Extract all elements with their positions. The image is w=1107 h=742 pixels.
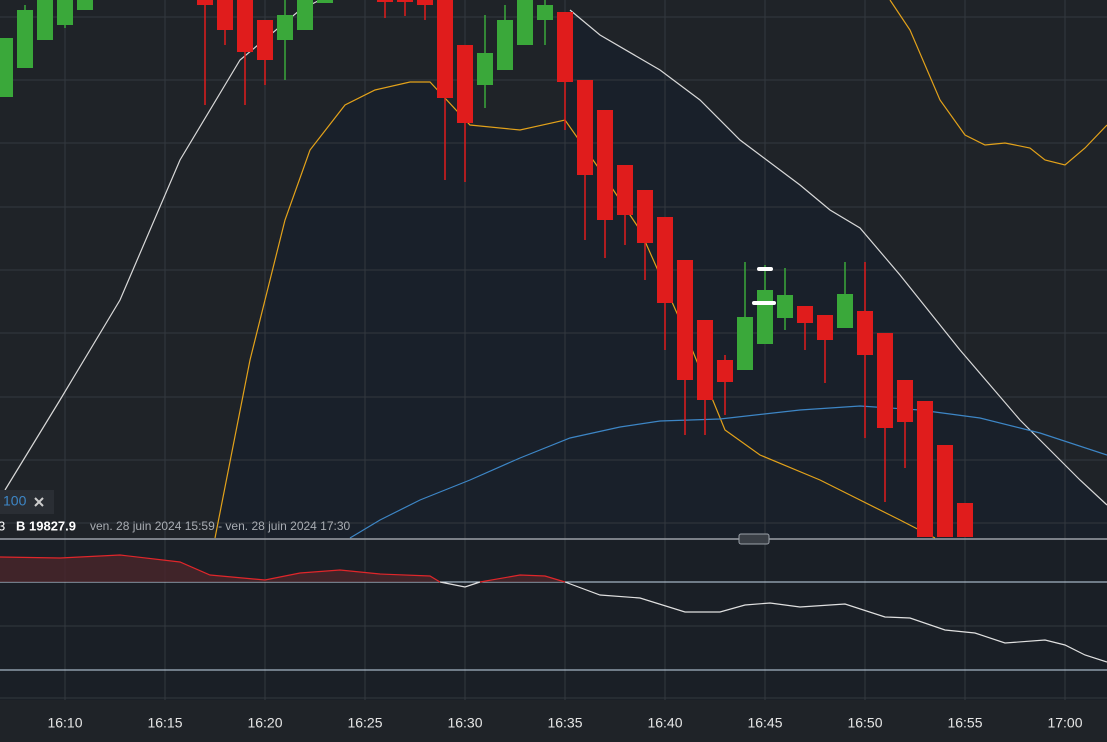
candle-body (817, 315, 833, 340)
candle-body (257, 20, 273, 60)
indicator-line (564, 581, 1107, 663)
range-label: ven. 28 juin 2024 15:59 - ven. 28 juin 2… (90, 519, 351, 533)
indicator-fill (0, 555, 565, 582)
legend-prefix: 3 (0, 518, 5, 533)
candle-body (317, 0, 333, 3)
time-label: 16:40 (647, 715, 682, 731)
candle-body (477, 53, 493, 85)
indicator-line (439, 581, 481, 588)
marker (752, 301, 776, 305)
candle-body (37, 0, 53, 40)
candle-body (237, 0, 253, 52)
candle-body (457, 45, 473, 123)
time-label: 16:15 (147, 715, 182, 731)
candle-body (717, 360, 733, 382)
lower-band (214, 81, 936, 539)
resize-handle[interactable] (738, 533, 770, 545)
candle-body (697, 320, 713, 400)
close-icon[interactable] (34, 497, 44, 507)
candle-body (517, 0, 533, 45)
candle-body (637, 190, 653, 243)
upper-band-orange (889, 0, 1107, 166)
time-label: 16:35 (547, 715, 582, 731)
candle-body (0, 38, 13, 97)
candle-body (557, 12, 573, 82)
time-label: 16:25 (347, 715, 382, 731)
candle-body (577, 80, 593, 175)
candle-body (797, 306, 813, 323)
candle-body (617, 165, 633, 215)
time-label: 16:45 (747, 715, 782, 731)
candle-body (657, 217, 673, 303)
candle-body (17, 10, 33, 68)
candle-body (677, 260, 693, 380)
candle-body (397, 0, 413, 2)
period-label: 100 (3, 493, 27, 509)
candle-body (297, 0, 313, 30)
indicator-line (0, 554, 441, 583)
time-label: 16:30 (447, 715, 482, 731)
candle-body (877, 333, 893, 428)
candle-body (917, 401, 933, 537)
candle-body (197, 0, 213, 5)
candle-body (417, 0, 433, 5)
candle-body (537, 5, 553, 20)
candle-body (377, 0, 393, 2)
candle-body (277, 15, 293, 40)
bid-label: B 19827.9 (16, 518, 76, 533)
indicator-line (479, 574, 566, 583)
candles (0, 0, 973, 537)
candle-body (757, 290, 773, 344)
candle-body (957, 503, 973, 537)
candle-body (77, 0, 93, 10)
time-label: 16:20 (247, 715, 282, 731)
time-label: 16:10 (47, 715, 82, 731)
legend-box (0, 490, 54, 514)
candle-body (857, 311, 873, 355)
candle-body (837, 294, 853, 328)
candle-body (437, 0, 453, 98)
candle-body (497, 20, 513, 70)
time-label: 17:00 (1047, 715, 1082, 731)
time-label: 16:55 (947, 715, 982, 731)
time-label: 16:50 (847, 715, 882, 731)
candle-body (937, 445, 953, 537)
candle-body (897, 380, 913, 422)
candle-body (597, 110, 613, 220)
marker (757, 267, 773, 271)
candle-body (217, 0, 233, 30)
candle-body (777, 295, 793, 318)
upper-band (569, 9, 1107, 506)
time-axis (0, 700, 1107, 742)
candle-body (737, 317, 753, 370)
moving-average (349, 405, 1107, 539)
candle-body (57, 0, 73, 25)
